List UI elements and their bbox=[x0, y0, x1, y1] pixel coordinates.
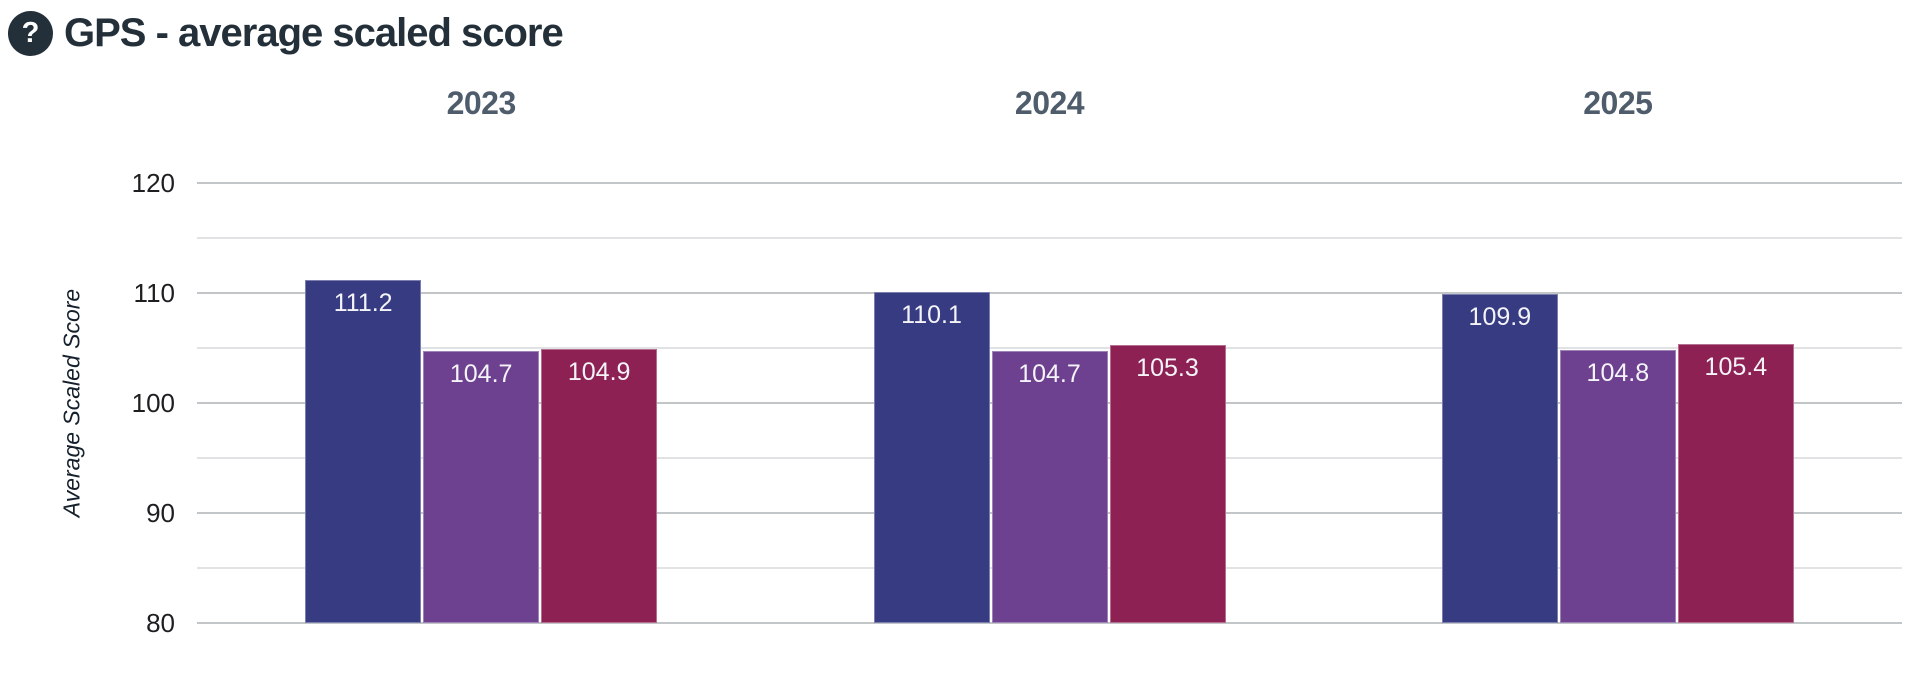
bar-2025-navy-series[interactable]: 109.9 bbox=[1441, 294, 1558, 623]
bar-value-label: 105.4 bbox=[1704, 352, 1768, 381]
bar-2024-purple-series[interactable]: 104.7 bbox=[991, 351, 1108, 623]
bar-value-label: 104.7 bbox=[449, 360, 513, 389]
y-axis-title: Average Scaled Score bbox=[58, 288, 85, 518]
major-gridline bbox=[197, 292, 1902, 294]
major-gridline bbox=[197, 182, 1902, 184]
facet-header-2024: 2024 bbox=[1014, 85, 1085, 121]
help-icon[interactable]: ? bbox=[8, 11, 53, 56]
page-title: GPS - average scaled score bbox=[64, 11, 564, 55]
bar-2023-navy-series[interactable]: 111.2 bbox=[305, 279, 422, 623]
bar-value-label: 111.2 bbox=[333, 288, 393, 317]
y-tick-label: 90 bbox=[146, 498, 175, 528]
page-header: ? GPS - average scaled score bbox=[8, 11, 564, 56]
bar-value-label: 109.9 bbox=[1468, 303, 1532, 332]
bar-2025-purple-series[interactable]: 104.8 bbox=[1559, 350, 1676, 623]
bar-value-label: 104.9 bbox=[567, 358, 631, 387]
major-gridline bbox=[197, 622, 1902, 624]
y-tick-label: 120 bbox=[131, 168, 175, 198]
bar-2024-navy-series[interactable]: 110.1 bbox=[873, 291, 990, 623]
bar-value-label: 110.1 bbox=[901, 300, 962, 329]
y-tick-label: 80 bbox=[146, 608, 175, 638]
facet-header-2023: 2023 bbox=[446, 85, 517, 121]
bar-value-label: 105.3 bbox=[1136, 353, 1199, 382]
bar-value-label: 104.8 bbox=[1586, 359, 1650, 388]
y-tick-label: 110 bbox=[133, 278, 175, 308]
bar-2025-crimson-series[interactable]: 105.4 bbox=[1677, 343, 1794, 623]
bar-2024-crimson-series[interactable]: 105.3 bbox=[1109, 344, 1226, 623]
minor-gridline bbox=[197, 347, 1902, 349]
bar-2023-purple-series[interactable]: 104.7 bbox=[423, 351, 540, 623]
bar-value-label: 104.7 bbox=[1018, 360, 1081, 389]
minor-gridline bbox=[197, 237, 1902, 239]
bar-2023-crimson-series[interactable]: 104.9 bbox=[541, 349, 658, 623]
y-tick-label: 100 bbox=[131, 388, 175, 418]
facet-header-2025: 2025 bbox=[1583, 85, 1653, 121]
